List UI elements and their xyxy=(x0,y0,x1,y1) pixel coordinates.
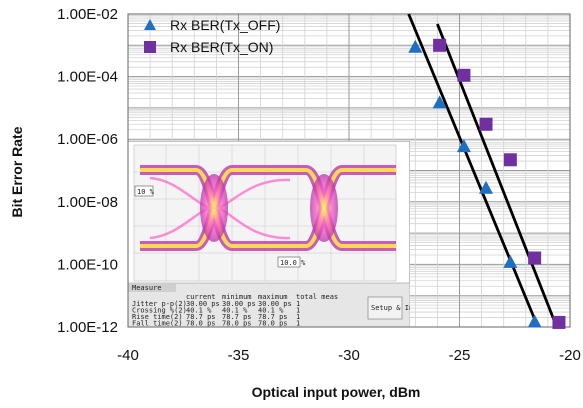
marker-label-right: 10.0 % xyxy=(280,259,306,267)
measure-row-value: 1 xyxy=(296,307,300,315)
point-tx-on xyxy=(552,315,566,329)
point-tx-on xyxy=(433,38,447,52)
measure-row-value: 30.00 ps xyxy=(186,300,220,308)
fit-lines xyxy=(407,13,559,328)
col-maximum: maximum xyxy=(258,293,288,301)
data-points xyxy=(408,38,566,329)
legend-label-tx-off: Rx BER(Tx_OFF) xyxy=(170,17,280,33)
eye-crossing-left xyxy=(200,174,228,242)
setup-button-label: Setup & Info xyxy=(371,304,422,312)
measure-row-label: Rise time(2) xyxy=(132,313,183,321)
measure-row-value: 40.1 % xyxy=(258,307,284,315)
legend-marker-tx-on xyxy=(144,41,156,53)
measure-row-value: 1 xyxy=(296,300,300,308)
y-tick-label: 1.00E-10 xyxy=(57,256,118,273)
col-minimum: minimum xyxy=(222,293,252,301)
measure-row-value: 30.00 ps xyxy=(222,300,256,308)
measure-row-value: 78.7 ps xyxy=(222,313,252,321)
measure-row-value: 78.7 ps xyxy=(186,313,216,321)
y-axis-title: Bit Error Rate xyxy=(9,126,25,217)
measure-tab xyxy=(128,283,176,292)
x-tick-label: -25 xyxy=(449,347,471,364)
eye-crossing-right xyxy=(310,174,338,242)
point-tx-on xyxy=(503,153,517,167)
y-tick-label: 1.00E-12 xyxy=(57,319,118,336)
x-tick-label: -30 xyxy=(338,347,360,364)
measure-row-value: 78.0 ps xyxy=(186,320,216,328)
fit-line-tx-off xyxy=(407,13,539,326)
measure-row-value: 40.1 % xyxy=(222,307,248,315)
x-axis-title: Optical input power, dBm xyxy=(252,384,421,400)
y-tick-label: 1.00E-04 xyxy=(57,69,118,86)
marker-box-left xyxy=(134,185,154,197)
x-tick-label: -40 xyxy=(117,347,139,364)
point-tx-off xyxy=(456,139,471,153)
legend: Rx BER(Tx_OFF) Rx BER(Tx_ON) xyxy=(144,17,280,55)
point-tx-on xyxy=(457,68,471,82)
fit-line-tx-on xyxy=(436,23,559,328)
measure-row-label: Jitter p-p(2) xyxy=(132,300,187,308)
measure-row-label: Crossing %(2) xyxy=(132,307,187,315)
measure-rows: Jitter p-p(2) 30.00 ps 30.00 ps 30.00 ps 1Cr… xyxy=(132,300,300,328)
legend-label-tx-on: Rx BER(Tx_ON) xyxy=(170,39,273,55)
col-total: total meas xyxy=(296,293,338,301)
measure-title: Measure xyxy=(132,284,162,292)
point-tx-off xyxy=(479,180,494,194)
measure-row-value: 1 xyxy=(296,313,300,321)
col-current: current xyxy=(186,293,216,301)
measure-row-value: 30.00 ps xyxy=(258,300,292,308)
y-tick-label: 1.00E-08 xyxy=(57,194,118,211)
x-tick-label: -35 xyxy=(228,347,250,364)
measure-row-value: 78.0 ps xyxy=(258,320,288,328)
measure-row-label: Fall time(2) xyxy=(132,320,183,328)
point-tx-on xyxy=(479,117,493,131)
point-tx-on xyxy=(528,251,542,265)
measure-row-value: 78.7 ps xyxy=(258,313,288,321)
point-tx-off xyxy=(408,39,423,53)
point-tx-off xyxy=(527,314,542,328)
eye-diagram-inset: 10 % 10.0 % Measure current minimum maxi… xyxy=(128,141,422,328)
point-tx-off xyxy=(432,95,447,109)
marker-label-left: 10 % xyxy=(137,188,155,196)
x-tick-label: -20 xyxy=(559,347,581,364)
plot-frame xyxy=(127,13,571,328)
point-tx-off xyxy=(503,254,518,268)
y-tick-label: 1.00E-06 xyxy=(57,131,118,148)
legend-marker-tx-off xyxy=(144,19,156,30)
y-tick-label: 1.00E-02 xyxy=(57,6,118,23)
measure-row-value: 40.1 % xyxy=(186,307,212,315)
tick-labels: -40 -35 -30 -25 -20 1.00E-02 1.00E-04 1.00E-06 1… xyxy=(57,6,581,364)
measure-row-value: 1 xyxy=(296,320,300,328)
measure-row-value: 78.0 ps xyxy=(222,320,252,328)
setup-button xyxy=(367,296,403,320)
marker-box-right xyxy=(277,256,301,268)
